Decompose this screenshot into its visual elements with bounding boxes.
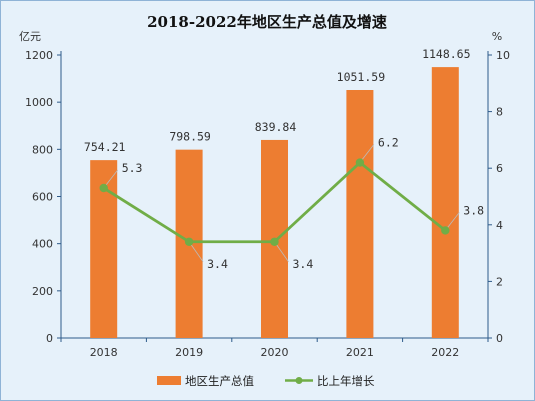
left-axis-unit: 亿元	[19, 30, 41, 43]
line-data-label: 3.4	[293, 257, 314, 271]
right-tick-label: 10	[496, 49, 510, 62]
axes: 0 200 400 600 800 1000 1200 0 2 4 6 8 10 2018 2019 2020…	[25, 49, 510, 359]
legend-line-label: 比上年增长	[317, 374, 375, 388]
line-point	[355, 158, 365, 167]
chart-title: 2018-2022年地区生产总值及增速	[147, 13, 387, 31]
bar-data-label: 798.59	[169, 130, 211, 144]
x-tick-label: 2022	[431, 346, 459, 359]
left-tick-label: 1200	[25, 49, 53, 62]
line-data-label: 3.8	[463, 203, 484, 217]
line-data-label: 6.2	[378, 136, 399, 150]
x-tick-label: 2020	[261, 346, 289, 359]
left-tick-label: 200	[32, 285, 53, 298]
line-point	[270, 237, 279, 246]
bar	[431, 67, 459, 338]
bar-series: 754.21 798.59 839.84 1051.59 1148.65	[84, 47, 471, 338]
legend: 地区生产总值 比上年增长	[157, 374, 375, 388]
left-tick-label: 800	[32, 143, 53, 156]
x-tick-label: 2019	[175, 346, 203, 359]
line-point	[184, 237, 194, 246]
bar-data-label: 839.84	[255, 120, 297, 134]
right-tick-label: 0	[496, 332, 503, 345]
bar-data-label: 754.21	[84, 140, 126, 154]
legend-line-marker	[295, 377, 303, 384]
legend-bar-swatch	[157, 376, 181, 385]
right-tick-label: 2	[496, 275, 503, 288]
left-tick-label: 600	[32, 191, 53, 204]
x-tick-label: 2018	[90, 346, 118, 359]
line-point	[441, 226, 450, 235]
bar	[346, 90, 374, 338]
right-tick-label: 6	[496, 162, 503, 175]
line-data-label: 3.4	[207, 257, 228, 271]
right-tick-label: 4	[496, 219, 503, 232]
left-tick-label: 0	[46, 332, 53, 345]
line-series: 5.3 3.4 3.4 6.2 3.8	[99, 136, 484, 271]
bar-data-label: 1051.59	[337, 70, 386, 84]
left-tick-label: 400	[32, 238, 53, 251]
right-tick-label: 8	[496, 106, 503, 119]
x-tick-label: 2021	[346, 346, 374, 359]
line-point	[99, 183, 108, 193]
right-axis-unit: %	[492, 30, 502, 43]
bar-data-label: 1148.65	[422, 47, 470, 61]
legend-bar-label: 地区生产总值	[185, 374, 254, 388]
left-tick-label: 1000	[25, 96, 53, 109]
line-data-label: 5.3	[122, 161, 143, 175]
